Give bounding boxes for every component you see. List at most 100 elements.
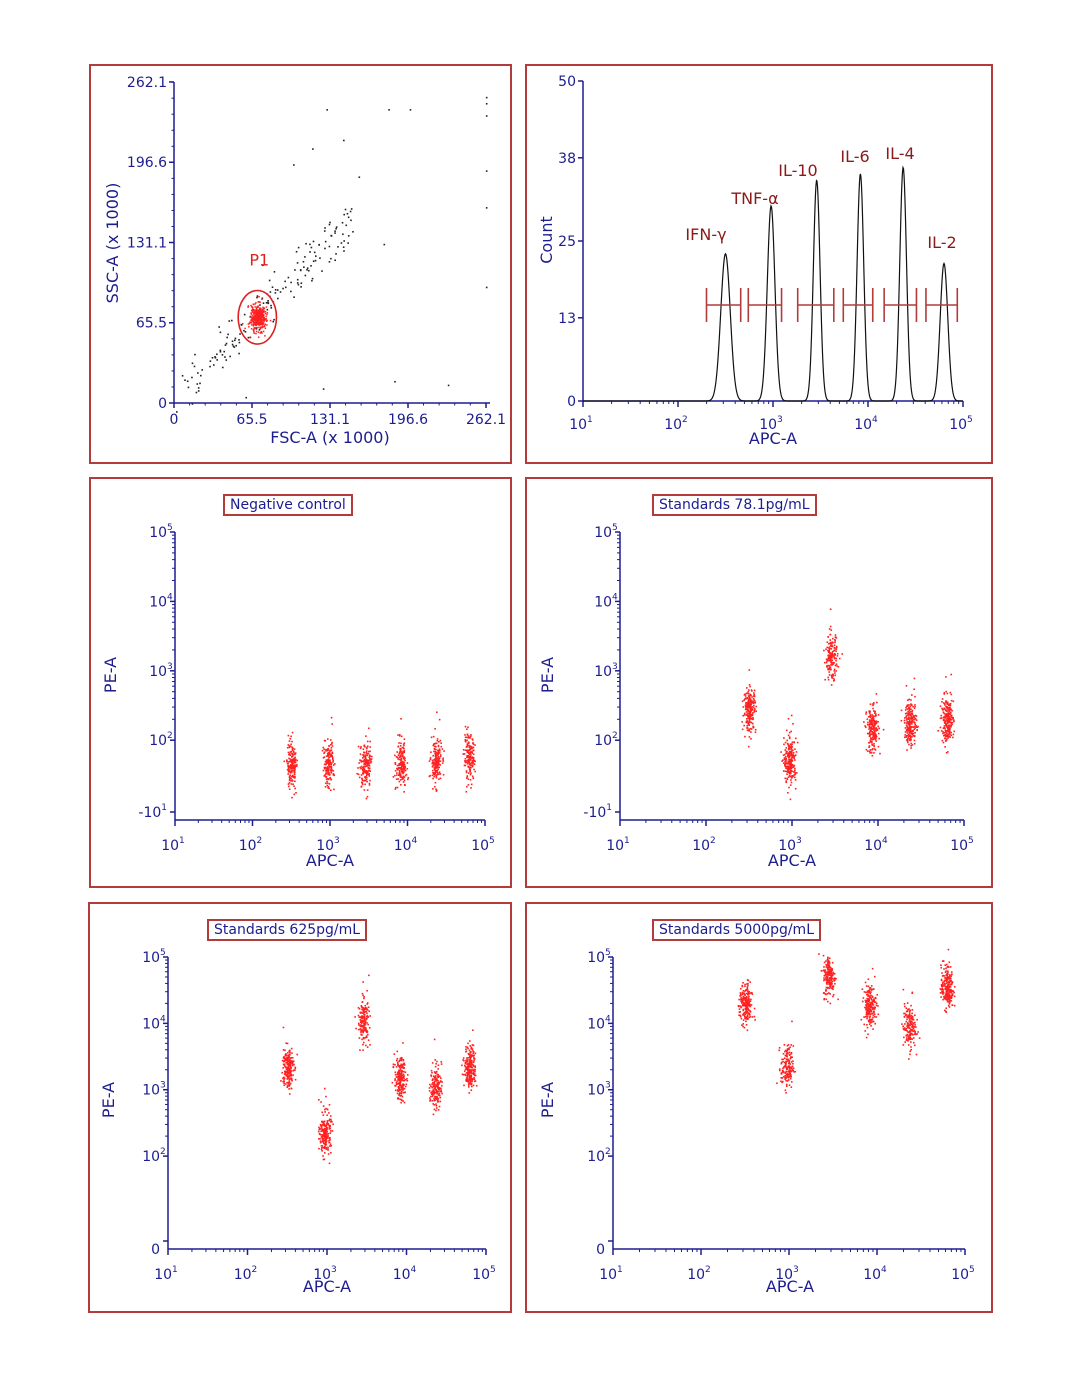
p3-event (328, 760, 330, 763)
p3-event (394, 774, 396, 777)
p1-event (218, 326, 220, 328)
p4-event (786, 770, 788, 773)
p3-event (472, 758, 475, 761)
p2-x-axis-label: APC-A (749, 429, 797, 448)
p4-event (903, 722, 906, 724)
p6-event (744, 1016, 747, 1018)
p4-event (832, 662, 835, 664)
p4-event (912, 732, 914, 735)
p5-event (288, 1074, 290, 1077)
p1-gated-event (255, 320, 258, 323)
p3-event (469, 752, 471, 754)
p3-event (292, 764, 294, 767)
p5-event (362, 1025, 365, 1028)
p4-event (832, 673, 834, 676)
p4-event (943, 712, 945, 715)
p4-event (793, 757, 796, 760)
p4-event (908, 717, 910, 719)
p3-event (327, 786, 329, 789)
p4-event (877, 720, 879, 723)
p3-event (369, 755, 372, 758)
p2-histogram-line (583, 165, 963, 402)
p5-event (435, 1098, 438, 1101)
p3-event (293, 771, 296, 774)
p6-event (828, 957, 831, 960)
p4-event (790, 730, 793, 733)
p3-event (325, 763, 327, 765)
p3-event (395, 778, 398, 781)
p1-event (341, 221, 344, 224)
p1-gated-event (260, 315, 262, 317)
p6-event (823, 979, 825, 982)
p3-event (365, 765, 368, 767)
p4-event (827, 658, 829, 660)
p4-event (827, 654, 829, 657)
p3-event-outlier (330, 716, 333, 719)
p4-event (875, 737, 877, 740)
p3-event (403, 742, 406, 744)
p3-event (467, 735, 470, 737)
p6-event (792, 1069, 795, 1072)
p6-event (781, 1069, 784, 1072)
p3-event (364, 783, 366, 786)
p3-event (394, 754, 396, 757)
p5-event (286, 1078, 289, 1080)
p1-gated-event (251, 308, 254, 310)
p5-event (319, 1133, 321, 1136)
p6-event (747, 1018, 749, 1020)
p3-event (331, 741, 333, 744)
p1-gated-event (261, 314, 263, 316)
p5-event (466, 1078, 468, 1081)
p6-event (828, 982, 831, 985)
p6-event (827, 962, 829, 965)
p4-event (904, 734, 907, 736)
p2-y-axis-label: Count (537, 216, 556, 264)
p5-event (471, 1048, 474, 1050)
p4-event (951, 709, 953, 712)
p6-event (784, 1050, 786, 1053)
p6-event (784, 1049, 787, 1052)
p3-event (288, 770, 291, 773)
p4-event (791, 743, 793, 745)
p6-event (742, 1019, 745, 1021)
p3-event (404, 757, 406, 759)
p4-event (913, 728, 916, 731)
p1-event (211, 356, 214, 359)
p1-y-tick-label: 131.1 (127, 235, 167, 251)
p5-event (438, 1092, 441, 1095)
p4-event (835, 645, 838, 648)
p3-event (429, 774, 431, 777)
p4-event (752, 726, 754, 729)
p4-event (907, 710, 909, 713)
p5-event (363, 1013, 365, 1015)
p6-event (748, 1000, 751, 1003)
p3-event (469, 748, 471, 751)
p1-gated-event (259, 301, 261, 303)
p5-event (473, 1073, 476, 1075)
p5-event (406, 1074, 409, 1076)
p5-event (283, 1060, 285, 1063)
p4-event (907, 736, 910, 738)
p3-event (286, 746, 289, 749)
p6-event (786, 1048, 789, 1050)
p5-event (324, 1133, 326, 1136)
p3-event (470, 747, 472, 749)
p5-event (284, 1083, 287, 1085)
p3-event (295, 792, 297, 794)
p3-event (288, 761, 290, 763)
p6-event (738, 1008, 741, 1010)
p5-event (465, 1059, 467, 1062)
p5-event (325, 1138, 328, 1140)
p3-event (327, 770, 329, 772)
p5-event (290, 1087, 293, 1090)
p4-event (949, 736, 951, 738)
p1-gated-event (262, 315, 265, 317)
p3-event (402, 777, 405, 780)
p5-event (466, 1067, 469, 1070)
p4-event (872, 732, 874, 734)
p6-event (829, 1002, 832, 1005)
p4-event (946, 719, 949, 722)
p5-event (290, 1061, 292, 1064)
p5-event (366, 1002, 369, 1004)
p5-event (473, 1059, 475, 1062)
